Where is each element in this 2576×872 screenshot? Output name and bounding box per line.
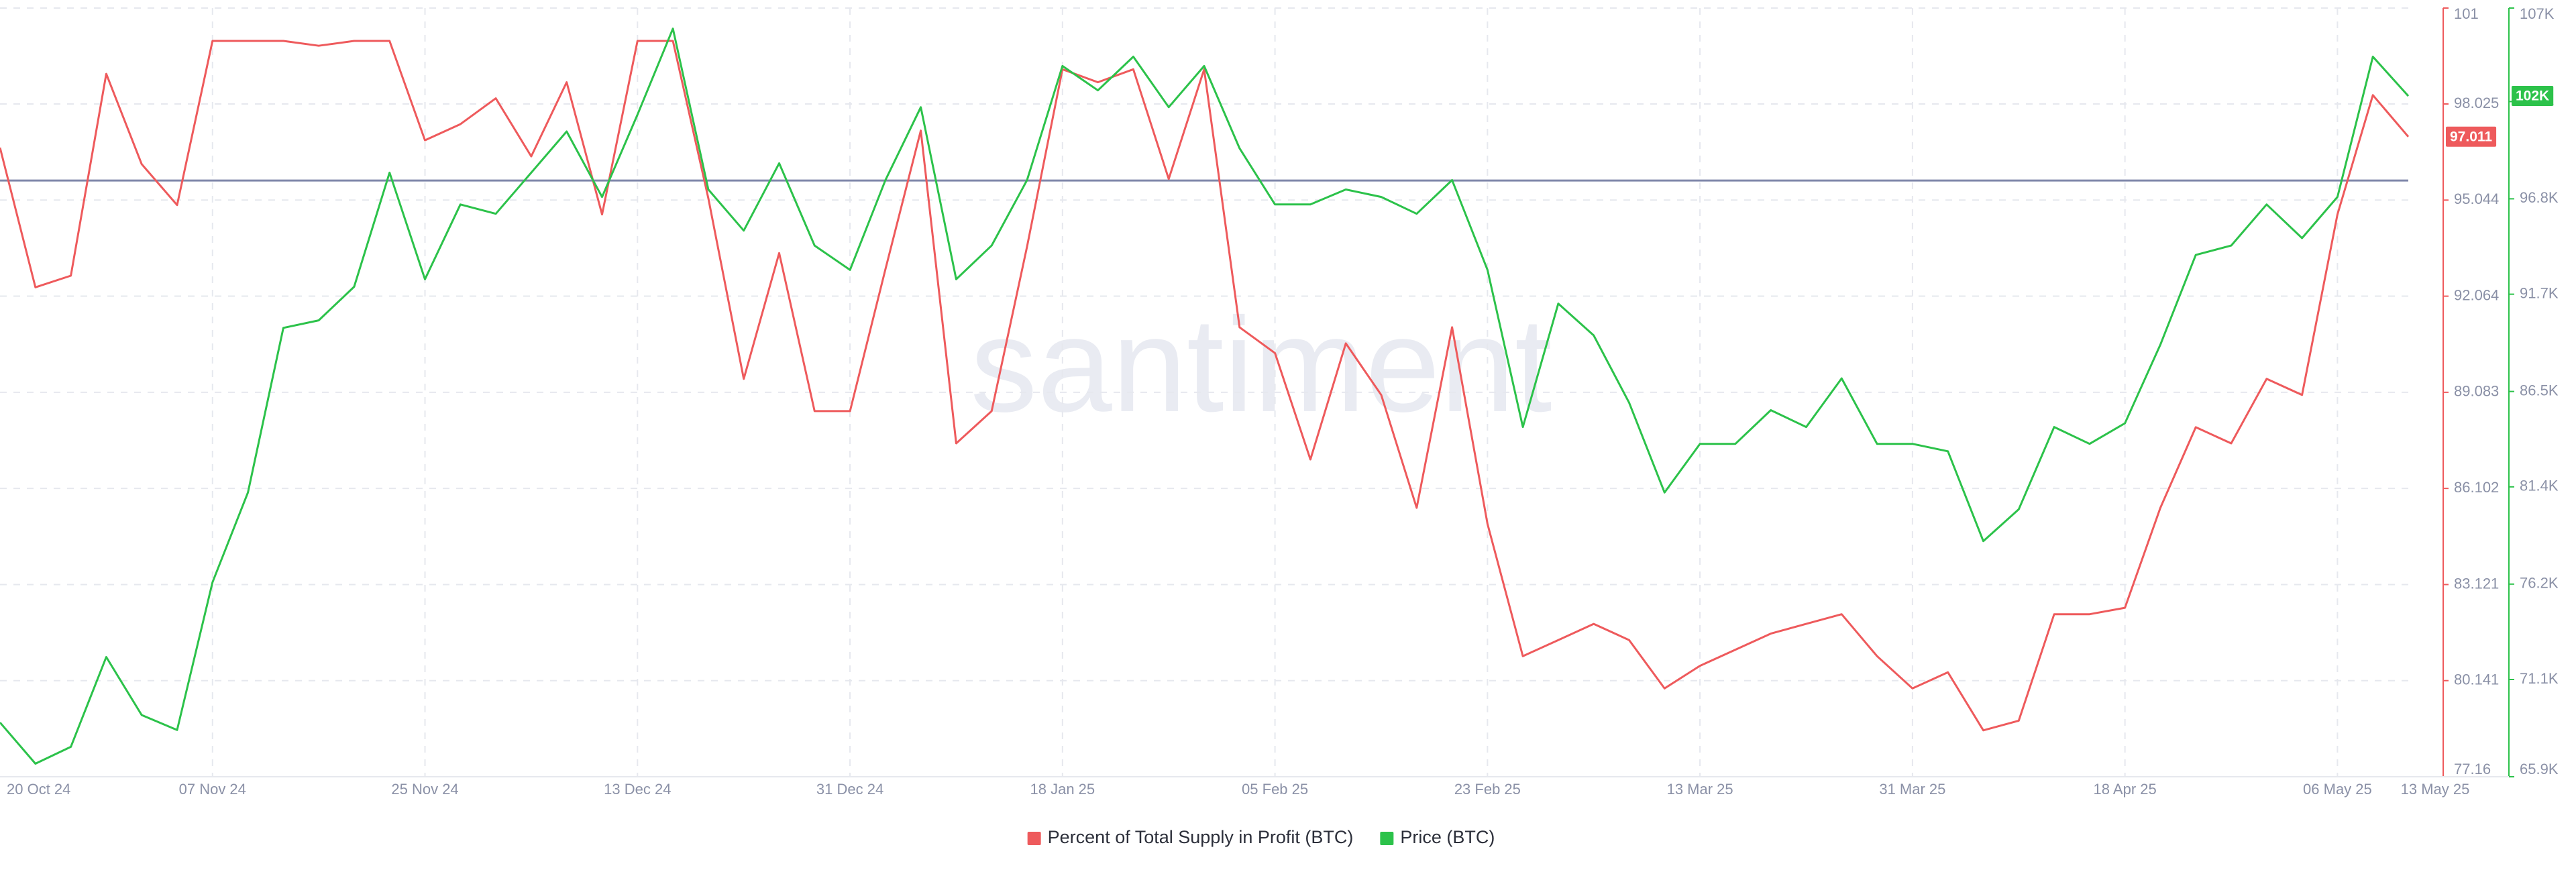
series-line	[0, 28, 2410, 765]
y2-tick-label: 107K	[2520, 5, 2555, 22]
x-tick-label: 13 Mar 25	[1667, 781, 1733, 798]
x-tick-label: 13 May 25	[2401, 781, 2470, 798]
x-tick-label: 05 Feb 25	[1242, 781, 1308, 798]
y-tick-label: 86.102	[2454, 479, 2499, 496]
y-tick-label: 77.16	[2454, 761, 2491, 777]
last-value-label: 102K	[2516, 89, 2549, 104]
series-line	[0, 40, 2410, 732]
x-tick-label: 25 Nov 24	[391, 781, 458, 798]
watermark: santiment	[970, 290, 1552, 440]
y2-tick-label: 71.1K	[2520, 670, 2559, 687]
y-tick-label: 83.121	[2454, 575, 2499, 592]
legend-swatch	[1027, 832, 1041, 845]
last-value-label: 97.011	[2450, 129, 2492, 144]
last-value-tag	[2446, 126, 2497, 147]
x-tick-label: 18 Apr 25	[2094, 781, 2157, 798]
y2-tick-label: 81.4K	[2520, 478, 2559, 494]
x-tick-label: 31 Mar 25	[1879, 781, 1945, 798]
legend-swatch	[1380, 832, 1394, 845]
y2-tick-label: 91.7K	[2520, 284, 2559, 301]
y-tick-label: 92.064	[2454, 286, 2499, 303]
last-value-tag	[2512, 86, 2554, 107]
x-tick-label: 23 Feb 25	[1454, 781, 1521, 798]
legend-label: Percent of Total Supply in Profit (BTC)	[1048, 827, 1354, 847]
y-tick-label: 80.141	[2454, 671, 2499, 688]
x-tick-label: 13 Dec 24	[604, 781, 671, 798]
y-tick-label: 98.025	[2454, 95, 2499, 111]
x-tick-label: 07 Nov 24	[179, 781, 246, 798]
legend-label: Price (BTC)	[1400, 827, 1495, 847]
x-tick-label: 06 May 25	[2303, 781, 2372, 798]
y2-tick-label: 65.9K	[2520, 761, 2559, 777]
y2-tick-label: 76.2K	[2520, 575, 2559, 592]
y-tick-label: 89.083	[2454, 383, 2499, 400]
x-tick-label: 31 Dec 24	[816, 781, 883, 798]
y-tick-label: 95.044	[2454, 190, 2499, 207]
y2-tick-label: 86.5K	[2520, 382, 2559, 398]
x-tick-label: 18 Jan 25	[1030, 781, 1095, 798]
x-tick-label: 20 Oct 24	[7, 781, 70, 798]
y-tick-label: 101	[2454, 5, 2479, 22]
y2-tick-label: 96.8K	[2520, 189, 2559, 206]
